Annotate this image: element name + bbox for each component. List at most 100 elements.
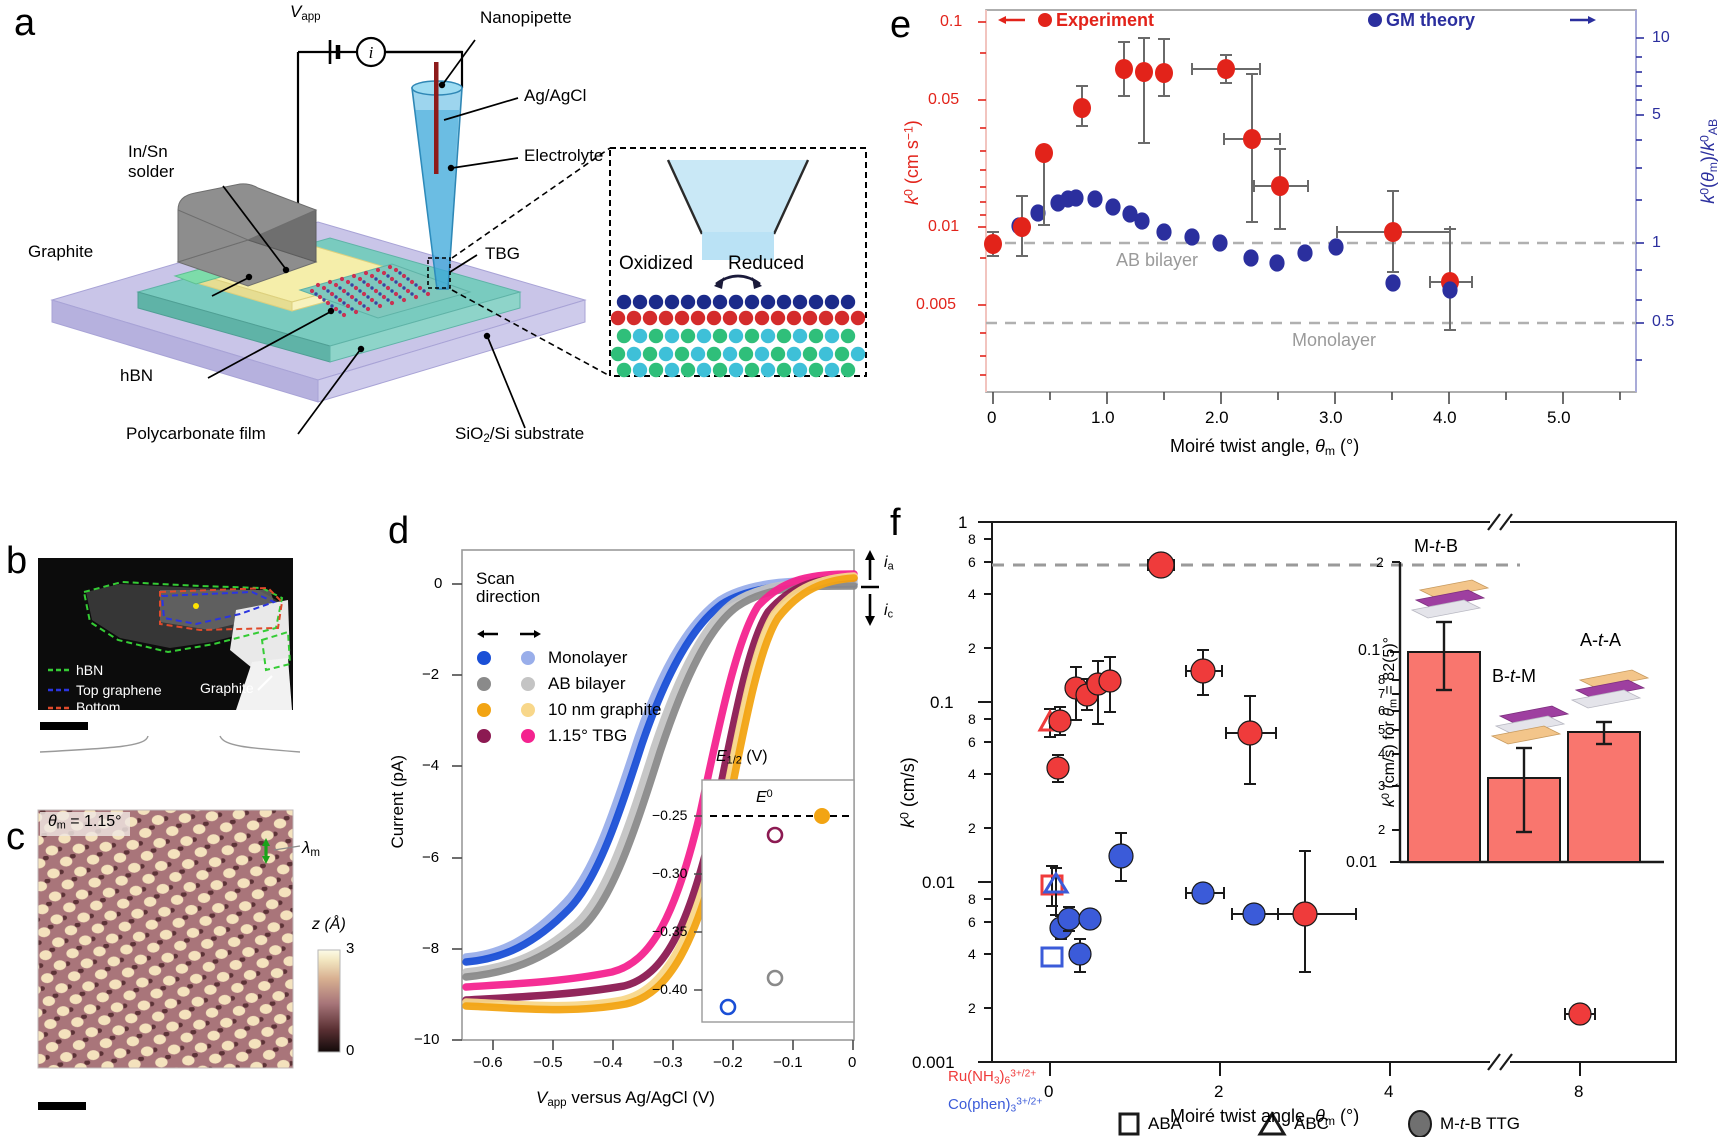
panel-c-label: c bbox=[6, 816, 25, 858]
panel-d-xtick-2: −0.4 bbox=[593, 1054, 623, 1071]
panel-e-legend-experiment: Experiment bbox=[1056, 10, 1155, 30]
panel-f-series-ru bbox=[1037, 551, 1596, 1026]
panel-f-xtick-8: 8 bbox=[1574, 1082, 1584, 1101]
panel-f-ytick-minor-2c: 2 bbox=[968, 1000, 976, 1016]
panel-f-ytick-minor-6b: 6 bbox=[968, 734, 976, 750]
panel-f-xtick-4: 4 bbox=[1384, 1082, 1394, 1101]
panel-f-inset-ytick-5: 5 bbox=[1378, 722, 1386, 737]
panel-c-colorbar-title: z (Å) bbox=[312, 916, 346, 933]
panel-c-colorbar-min: 0 bbox=[346, 1042, 355, 1059]
panel-e-ytick-right-3: 0.5 bbox=[1652, 313, 1675, 330]
panel-f-ytick-minor-4c: 4 bbox=[968, 946, 976, 962]
panel-d-xtick-3: −0.3 bbox=[653, 1054, 683, 1071]
panel-b-scalebar-area bbox=[0, 712, 380, 753]
panel-a: a i bbox=[0, 0, 880, 460]
panel-f-ytick-0p001: 0.001 bbox=[912, 1053, 955, 1072]
panel-d-ytick-3: −6 bbox=[422, 849, 440, 866]
panel-c-colorbar-max: 3 bbox=[346, 940, 355, 957]
panel-f-ytick-0p01: 0.01 bbox=[922, 873, 956, 892]
panel-f-inset-bar-label-ata: A-t-A bbox=[1580, 630, 1622, 650]
label-tbg: TBG bbox=[485, 244, 520, 263]
panel-f-ytick-minor-4a: 4 bbox=[968, 586, 976, 602]
panel-d-inset-e0-label: E0 bbox=[756, 788, 773, 806]
panel-e-xlabel: Moiré twist angle, θm (°) bbox=[1170, 436, 1360, 459]
panel-f-inset-ytick-3: 3 bbox=[1378, 778, 1386, 793]
panel-d-ytick-5: −10 bbox=[414, 1031, 440, 1048]
panel-d-xtick-1: −0.5 bbox=[533, 1054, 563, 1071]
label-reduced: Reduced bbox=[728, 253, 805, 274]
panel-f-inset-ytick-2top: 2 bbox=[1376, 554, 1384, 570]
panel-f-inset-ytick-8: 8 bbox=[1378, 672, 1386, 687]
panel-c-afm-image bbox=[37, 809, 341, 1110]
panel-d-legend-monolayer: Monolayer bbox=[548, 648, 628, 667]
panel-f-ytick-minor-2a: 2 bbox=[968, 640, 976, 656]
inset-stack-icon-ata bbox=[1570, 669, 1650, 709]
label-graphite: Graphite bbox=[28, 242, 94, 261]
panel-f-inset-bar-label-mtb: M-t-B bbox=[1414, 536, 1459, 556]
panel-b-optical-image bbox=[38, 558, 293, 710]
inset-bar-2 bbox=[1567, 731, 1641, 863]
panel-f-legend-ru: Ru(NH3)63+/2+ bbox=[948, 1068, 1037, 1087]
panel-d-ic-label: ic bbox=[884, 602, 893, 621]
series-gm-theory bbox=[1011, 189, 1285, 272]
panel-d-ylabel: Current (pA) bbox=[388, 755, 408, 849]
panel-e-ytick-left-1: 0.05 bbox=[928, 91, 960, 108]
label-polycarbonate-film: Polycarbonate film bbox=[126, 424, 266, 443]
panel-f-xtick-0: 0 bbox=[1044, 1082, 1054, 1101]
panel-f-ytick-minor-2b: 2 bbox=[968, 820, 976, 836]
label-in-sn-solder: In/Sn solder bbox=[128, 142, 175, 181]
label-ag-agcl: Ag/AgCl bbox=[524, 86, 587, 105]
panel-e-label: e bbox=[890, 4, 912, 46]
panel-f-legend-co: Co(phen)33+/2+ bbox=[948, 1096, 1043, 1115]
panel-b: b hBN Top graphene Bottom graphene Graphi… bbox=[0, 462, 380, 729]
panel-d-legend-title: Scan direction bbox=[476, 569, 541, 607]
panel-d-inset-ytick-1: −0.30 bbox=[652, 865, 688, 881]
panel-d-inset-ytick-2: −0.35 bbox=[652, 923, 688, 939]
panel-f-ytick-minor-6a: 6 bbox=[968, 554, 976, 570]
panel-d-ytick-0: 0 bbox=[434, 575, 443, 592]
panel-f-inset-ytick-0p1: 0.1 bbox=[1358, 642, 1381, 659]
panel-f-xlabel: Moiré twist angle, θm (°) bbox=[1170, 1106, 1360, 1129]
panel-f-inset-ytick-6: 6 bbox=[1378, 703, 1386, 718]
panel-f-inset-ytick-4: 4 bbox=[1378, 746, 1386, 761]
panel-e-ytick-left-0: 0.1 bbox=[940, 13, 963, 30]
panel-f-label: f bbox=[890, 502, 901, 544]
panel-f-ytick-minor-8b: 8 bbox=[968, 711, 976, 727]
panel-d-inset-title: E1/2 (V) bbox=[716, 748, 768, 767]
panel-e-ytick-left-2: 0.01 bbox=[928, 218, 960, 235]
panel-d-xtick-0: −0.6 bbox=[473, 1054, 503, 1071]
panel-d-ytick-4: −8 bbox=[422, 940, 440, 957]
panel-f-legend-ttg: M-t-B TTG bbox=[1440, 1114, 1520, 1133]
panel-e-legend-gm-theory: GM theory bbox=[1386, 10, 1476, 30]
panel-c: c bbox=[0, 790, 380, 1137]
panel-a-label: a bbox=[14, 2, 36, 44]
label-electrolyte: Electrolyte bbox=[524, 146, 604, 165]
panel-d-xtick-4: −0.2 bbox=[713, 1054, 743, 1071]
panel-f-ylabel: k0 (cm/s) bbox=[897, 757, 918, 828]
panel-f-ytick-minor-6c: 6 bbox=[968, 914, 976, 930]
panel-d-ytick-2: −4 bbox=[422, 757, 440, 774]
svg-text:i: i bbox=[369, 43, 374, 62]
panel-f-series-co bbox=[1040, 832, 1279, 973]
panel-e: e bbox=[880, 0, 1725, 462]
scale-bar-b bbox=[40, 722, 88, 730]
panel-b-graphite-label: Graphite bbox=[200, 680, 254, 696]
label-substrate: SiO2/Si substrate bbox=[455, 424, 585, 445]
panel-e-guide-label-monolayer: Monolayer bbox=[1292, 330, 1377, 350]
panel-f-inset-ytick-7: 7 bbox=[1378, 686, 1386, 701]
panel-f-ytick-minor-4b: 4 bbox=[968, 766, 976, 782]
panel-f-ytick-1: 1 bbox=[958, 513, 968, 532]
panel-e-xtick-3: 3.0 bbox=[1319, 408, 1343, 427]
panel-f-scatter bbox=[978, 513, 1677, 1137]
panel-d-legend-ab-bilayer: AB bilayer bbox=[548, 674, 626, 693]
panel-e-xtick-2: 2.0 bbox=[1205, 408, 1229, 427]
panel-e-ylabel-right: k0(θm)/k0AB bbox=[1697, 118, 1721, 204]
panel-e-ylabel-left: k0 (cm s−1) bbox=[901, 120, 922, 205]
panel-f-ytick-minor-8c: 8 bbox=[968, 891, 976, 907]
panel-e-ytick-left-3: 0.005 bbox=[916, 296, 957, 313]
panel-f-ytick-0p1: 0.1 bbox=[930, 693, 954, 712]
panel-f-inset-ytick-0p01: 0.01 bbox=[1346, 854, 1378, 871]
panel-e-xtick-1: 1.0 bbox=[1091, 408, 1115, 427]
panel-d-ytick-1: −2 bbox=[422, 666, 440, 683]
panel-f-inset bbox=[1390, 561, 1664, 864]
